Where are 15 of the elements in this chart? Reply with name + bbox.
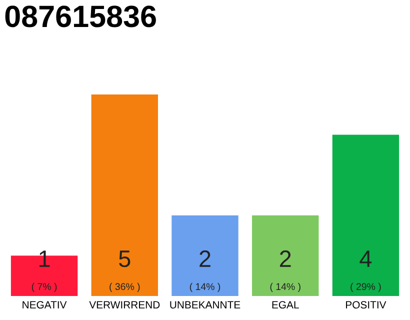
x-tick-label: EGAL bbox=[272, 301, 299, 309]
bar bbox=[91, 94, 158, 296]
x-tick-label: NEGATIV bbox=[22, 301, 67, 309]
chart-title: 087615836 bbox=[5, 6, 156, 28]
bar bbox=[332, 134, 400, 296]
data-label: 2 ( 14% ) bbox=[270, 250, 300, 292]
x-tick-label: UNBEKANNTE bbox=[170, 301, 240, 309]
data-label: 2 ( 14% ) bbox=[190, 250, 220, 292]
bar bbox=[172, 215, 238, 296]
data-label: 5 ( 36% ) bbox=[110, 250, 140, 292]
x-tick-label: VERWIRREND bbox=[89, 301, 160, 308]
bar bbox=[252, 215, 319, 296]
data-label: 4 ( 29% ) bbox=[350, 250, 381, 292]
x-tick-label: POSITIV bbox=[346, 301, 386, 309]
data-label: 1 ( 7% ) bbox=[32, 250, 57, 292]
